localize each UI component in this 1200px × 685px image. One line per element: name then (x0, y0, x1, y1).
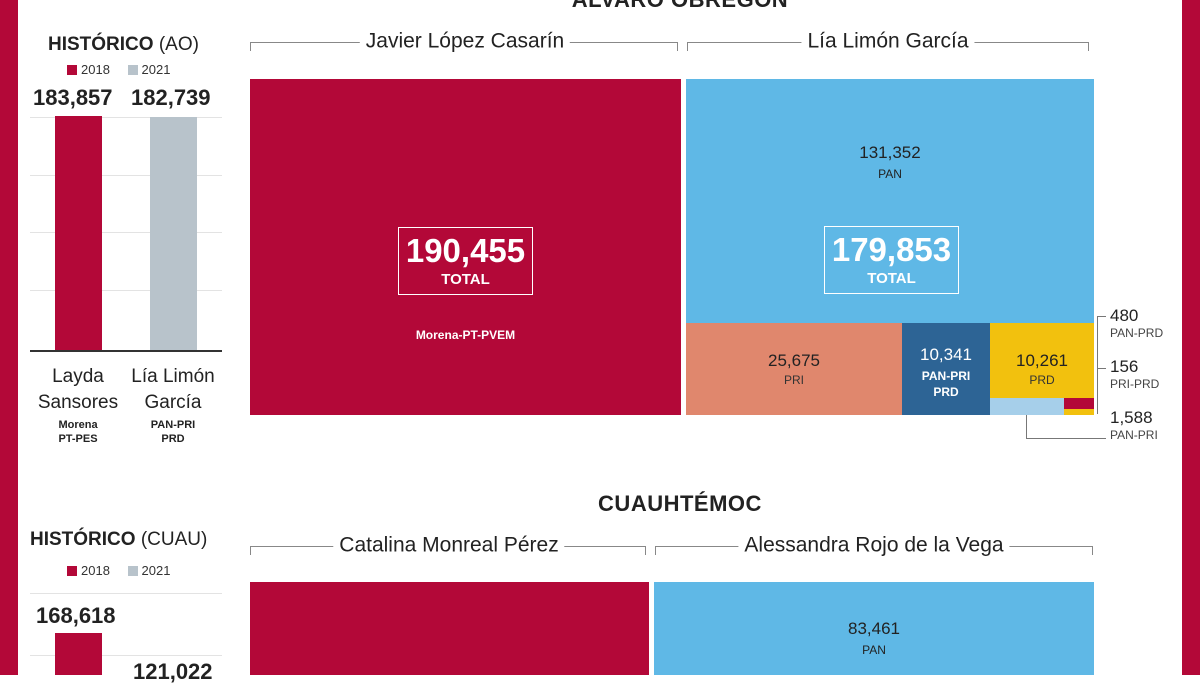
left-frame-border (0, 0, 18, 675)
tile-pan-prd-ao (1064, 398, 1094, 409)
bar-value-2018-ao: 183,857 (33, 85, 113, 110)
legend-2018-swatch (67, 566, 77, 576)
callout-line (1097, 368, 1106, 369)
tile-pan-pri-ao (990, 398, 1064, 415)
candidate-name-right-cuau: Alessandra Rojo de la Vega (738, 533, 1010, 558)
candidate-name-left-ao: Javier López Casarín (359, 29, 571, 54)
legend-cuau: 2018 2021 (67, 563, 170, 578)
candidate-name-left-cuau: Catalina Monreal Pérez (333, 533, 565, 558)
tile-value-prd: 10,261 (1016, 351, 1068, 370)
historic-title-cuau: HISTÓRICO (CUAU) (30, 529, 208, 550)
gridline (30, 175, 222, 176)
legend-2018-swatch (67, 65, 77, 75)
party-label-morena: Morena-PT-PVEM (415, 328, 516, 342)
callout-line (1026, 415, 1027, 439)
candidate-name-right-ao: Lía Limón García (801, 29, 975, 54)
bar-value-2021-ao: 182,739 (131, 85, 211, 110)
tile-prd-ao: 10,261 PRD (990, 323, 1094, 398)
callout-line (1026, 438, 1106, 439)
callout-pri-prd: 156 PRI-PRD (1110, 357, 1160, 391)
gridline (30, 117, 222, 118)
tile-label-prd: PRD (1029, 373, 1055, 387)
tile-pan-pri-prd-ao: 10,341 PAN-PRI PRD (902, 323, 990, 415)
bar-2018-cuau (55, 633, 102, 675)
total-box-right-ao: 179,853 TOTAL (824, 226, 959, 294)
right-frame-border (1182, 0, 1200, 675)
callout-line (1097, 368, 1098, 414)
bar-label-left-ao: Layda Sansores Morena PT-PES (37, 366, 119, 445)
tile-pan-ao: 131,352 PAN 179,853 TOTAL (686, 79, 1094, 323)
tile-value-pan: 131,352 (859, 143, 921, 162)
total-box-left-ao: 190,455 TOTAL (398, 227, 533, 295)
bar-value-2018-cuau: 168,618 (36, 603, 116, 628)
tile-value-pri: 25,675 (768, 351, 820, 370)
legend-2021-label: 2021 (141, 62, 171, 77)
section-title-alvaro: ÁLVARO OBREGÓN (500, 0, 860, 13)
legend-2021-label: 2021 (141, 563, 171, 578)
tile-label-pan-pri-prd: PAN-PRI (921, 369, 971, 383)
bar-2018-ao (55, 116, 102, 350)
bar-2021-ao (150, 117, 197, 350)
tile-pan-cuau: 83,461 PAN (654, 582, 1094, 675)
historic-title-ao: HISTÓRICO (AO) (48, 34, 199, 55)
callout-pan-pri: 1,588 PAN-PRI (1110, 408, 1158, 442)
gridline (30, 593, 222, 594)
legend-ao: 2018 2021 (67, 62, 170, 77)
tile-value-pan-pri-prd: 10,341 (920, 345, 972, 364)
legend-2021-swatch (127, 566, 138, 576)
gridline (30, 290, 222, 291)
bar-value-2021-cuau: 121,022 (133, 659, 213, 684)
tile-label-pan-cuau: PAN (862, 643, 886, 657)
callout-line (1097, 316, 1106, 317)
callout-pan-prd: 480 PAN-PRD (1110, 306, 1164, 340)
callout-line (1097, 316, 1098, 400)
tile-morena-cuau (250, 582, 649, 675)
tile-pri-prd-ao (1064, 409, 1094, 415)
section-title-cuauhtemoc: CUAUHTÉMOC (598, 491, 762, 516)
axis-baseline (30, 350, 222, 352)
gridline (30, 232, 222, 233)
legend-2021-swatch (127, 65, 138, 75)
gridline (30, 655, 222, 656)
tile-pri-ao: 25,675 PRI (686, 323, 902, 415)
legend-2018-label: 2018 (81, 563, 110, 578)
tile-label-pan-pri-prd-2: PRD (933, 385, 959, 399)
tile-morena-ao: 190,455 TOTAL Morena-PT-PVEM (250, 79, 681, 415)
tile-value-pan-cuau: 83,461 (848, 619, 900, 638)
bar-label-right-ao: Lía Limón García PAN-PRI PRD (131, 366, 215, 445)
tile-label-pan: PAN (878, 167, 902, 181)
tile-label-pri: PRI (783, 373, 804, 387)
legend-2018-label: 2018 (81, 62, 110, 77)
